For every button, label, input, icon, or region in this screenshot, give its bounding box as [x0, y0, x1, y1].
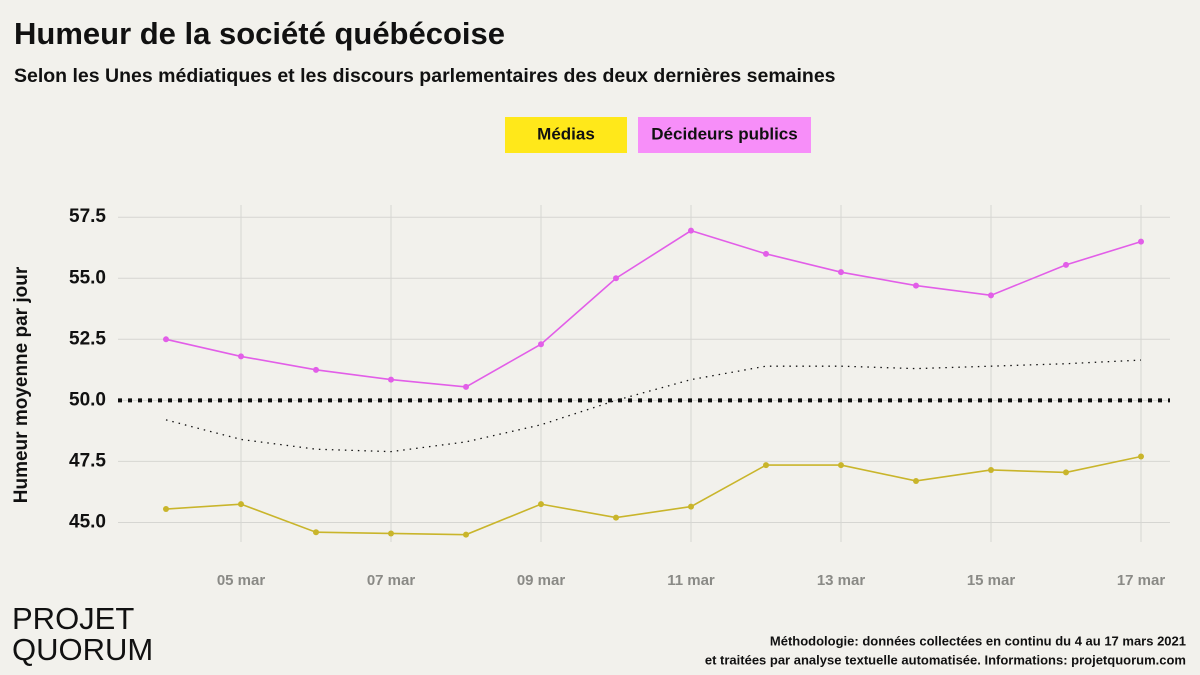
- legend-swatch: [505, 117, 627, 153]
- x-tick-label: 11 mar: [667, 572, 715, 589]
- data-point: [238, 501, 244, 508]
- data-point: [688, 503, 694, 510]
- data-point: [988, 292, 994, 299]
- data-point: [313, 366, 319, 373]
- data-point: [1063, 469, 1069, 476]
- y-axis-label: Humeur moyenne par jour: [11, 266, 32, 503]
- legend-label: Décideurs publics: [651, 124, 797, 143]
- data-point: [163, 336, 169, 343]
- logo: QUORUM: [12, 632, 153, 667]
- data-point: [1138, 238, 1144, 245]
- data-point: [913, 282, 919, 289]
- data-point: [763, 462, 769, 469]
- data-point: [838, 269, 844, 276]
- data-point: [238, 353, 244, 360]
- data-point: [1138, 453, 1144, 460]
- data-point: [988, 466, 994, 473]
- trend-line: [165, 359, 1142, 453]
- data-point: [688, 227, 694, 234]
- y-tick-label: 57.5: [69, 206, 106, 227]
- y-tick-label: 47.5: [69, 450, 106, 471]
- data-point: [538, 501, 544, 508]
- data-point: [163, 506, 169, 513]
- data-point: [613, 275, 619, 282]
- data-point: [463, 531, 469, 538]
- x-tick-label: 13 mar: [817, 572, 866, 589]
- y-tick-label: 45.0: [69, 511, 106, 532]
- series-line: [165, 455, 1142, 536]
- x-tick-label: 15 mar: [967, 572, 1016, 589]
- x-tick-label: 09 mar: [517, 572, 566, 589]
- x-tick-label: 07 mar: [367, 572, 416, 589]
- y-tick-label: 50.0: [69, 389, 106, 410]
- y-tick-label: 52.5: [69, 328, 106, 349]
- data-point: [913, 477, 919, 484]
- data-point: [388, 376, 394, 383]
- series-line: [165, 229, 1142, 388]
- footnote: et traitées par analyse textuelle automa…: [705, 652, 1186, 667]
- legend-label: Médias: [537, 124, 595, 143]
- data-point: [463, 383, 469, 390]
- data-point: [538, 341, 544, 348]
- data-point: [838, 462, 844, 469]
- data-point: [613, 514, 619, 521]
- data-point: [1063, 261, 1069, 268]
- x-tick-label: 05 mar: [217, 572, 266, 589]
- chart-title: Humeur de la société québécoise: [14, 16, 505, 51]
- chart-subtitle: Selon les Unes médiatiques et les discou…: [14, 65, 836, 87]
- logo: PROJET: [12, 601, 134, 636]
- data-point: [313, 529, 319, 536]
- legend-swatch: [638, 117, 811, 153]
- footnote: Méthodologie: données collectées en cont…: [770, 633, 1186, 648]
- data-point: [388, 530, 394, 537]
- y-tick-label: 55.0: [69, 267, 106, 288]
- x-tick-label: 17 mar: [1117, 572, 1166, 589]
- data-point: [763, 250, 769, 257]
